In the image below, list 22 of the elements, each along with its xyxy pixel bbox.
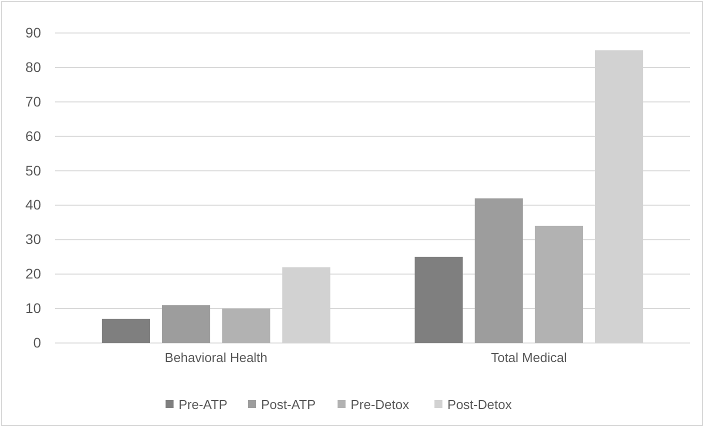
x-tick-label: Total Medical [490,350,567,366]
bar [222,308,270,343]
y-tick-label: 0 [33,334,42,350]
y-tick-label: 30 [25,231,42,248]
bar [474,198,523,343]
legend-label: Post-Detox [447,397,512,412]
y-tick-label: 10 [25,300,42,316]
bar [102,318,150,343]
y-tick-label: 80 [25,58,42,75]
x-tick-label: Behavioral Health [164,350,268,366]
y-tick-label: 20 [25,266,42,282]
y-tick-label: 90 [25,24,42,40]
legend-label: Post-ATP [261,397,316,412]
y-tick-label: 40 [25,196,42,213]
bar [162,305,210,343]
legend-label: Pre-ATP [178,397,228,412]
y-tick-label: 70 [25,93,42,110]
y-tick-label: 50 [25,162,42,178]
y-tick-label: 60 [25,128,42,144]
bar [414,256,463,343]
legend-label: Pre-Detox [350,397,410,412]
bar [534,226,583,343]
